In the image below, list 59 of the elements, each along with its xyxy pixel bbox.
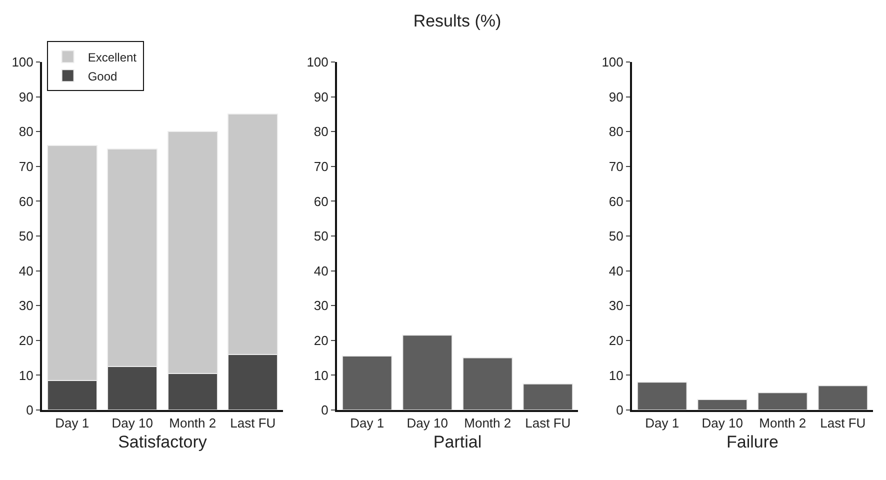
x-tick-label: Month 2 bbox=[169, 416, 216, 431]
y-tick-label: 40 bbox=[608, 263, 624, 278]
y-tick-label: 80 bbox=[314, 124, 328, 140]
chart-title: Results (%) bbox=[413, 11, 502, 30]
y-tick-label: 40 bbox=[314, 263, 328, 278]
x-tick-label: Last FU bbox=[525, 416, 571, 431]
bar bbox=[402, 334, 453, 410]
x-tick-label: Day 1 bbox=[350, 416, 384, 431]
y-tick-label: 30 bbox=[18, 298, 34, 314]
y-tick-label: 80 bbox=[608, 124, 624, 140]
x-tick-label: Day 1 bbox=[55, 416, 90, 431]
x-tick-label: Day 1 bbox=[645, 416, 680, 431]
x-tick-label: Last FU bbox=[230, 416, 276, 431]
y-tick-label: 60 bbox=[608, 194, 624, 209]
y-tick-label: 70 bbox=[314, 158, 328, 174]
bar bbox=[462, 357, 513, 410]
bar bbox=[342, 356, 392, 410]
x-tick-label: Day 10 bbox=[406, 416, 448, 431]
y-tick-label: 20 bbox=[608, 332, 624, 348]
y-tick-label: 70 bbox=[608, 158, 624, 174]
y-tick-label: 30 bbox=[608, 298, 624, 314]
bar bbox=[818, 385, 868, 410]
y-tick-label: 20 bbox=[314, 332, 328, 348]
y-tick-label: 0 bbox=[616, 402, 624, 418]
x-tick-label: Month 2 bbox=[759, 416, 806, 431]
y-tick-label: 60 bbox=[314, 194, 328, 209]
y-tick-label: 100 bbox=[12, 54, 34, 70]
y-tick-label: 10 bbox=[18, 368, 34, 383]
x-tick-label: Day 10 bbox=[702, 416, 743, 431]
y-tick-label: 50 bbox=[18, 228, 34, 244]
legend-label: Good bbox=[88, 69, 118, 84]
y-tick-label: 90 bbox=[608, 89, 624, 104]
y-tick-label: 40 bbox=[18, 263, 34, 278]
y-tick-label: 30 bbox=[314, 298, 328, 314]
x-axis-title: Partial bbox=[433, 432, 482, 452]
y-tick-label: 10 bbox=[608, 368, 624, 383]
bar bbox=[636, 382, 688, 410]
bar bbox=[522, 383, 574, 410]
x-tick-label: Month 2 bbox=[464, 416, 512, 431]
y-tick-label: 90 bbox=[314, 89, 328, 104]
y-tick-label: 90 bbox=[18, 89, 34, 104]
x-axis-title: Failure bbox=[726, 432, 778, 452]
y-tick-label: 50 bbox=[608, 228, 624, 244]
y-tick-label: 10 bbox=[314, 368, 328, 383]
bar bbox=[757, 392, 808, 410]
y-tick-label: 70 bbox=[18, 158, 34, 174]
x-tick-label: Last FU bbox=[820, 416, 866, 431]
y-tick-label: 0 bbox=[26, 402, 34, 418]
bar bbox=[697, 399, 748, 410]
legend-label: Excellent bbox=[88, 50, 138, 64]
y-tick-label: 60 bbox=[18, 194, 34, 209]
y-tick-label: 80 bbox=[18, 124, 34, 140]
y-tick-label: 100 bbox=[306, 54, 328, 70]
y-tick-label: 50 bbox=[314, 228, 328, 244]
x-axis-title: Satisfactory bbox=[118, 432, 208, 452]
x-tick-label: Day 10 bbox=[112, 416, 153, 431]
y-tick-label: 0 bbox=[321, 402, 328, 418]
y-tick-label: 100 bbox=[602, 54, 624, 70]
y-tick-label: 20 bbox=[18, 332, 34, 348]
